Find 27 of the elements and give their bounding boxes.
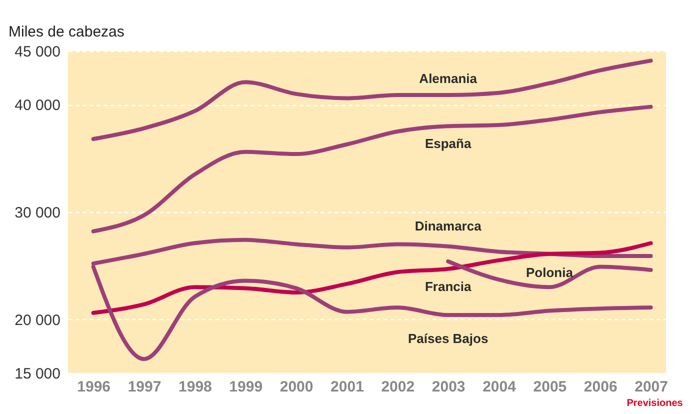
- x-tick-label: 2001: [330, 378, 364, 396]
- y-axis-title: Miles de cabezas: [8, 24, 124, 40]
- series-label: Francia: [424, 278, 472, 294]
- y-tick-label: 20 000: [14, 312, 60, 329]
- x-tick-label: 2002: [381, 378, 415, 396]
- line-series: [91, 104, 653, 234]
- x-tick-label: 2000: [280, 378, 314, 396]
- text: Previsiones: [626, 398, 684, 409]
- series-label: España: [424, 136, 472, 152]
- y-tick-label: 40 000: [14, 97, 60, 114]
- y-tick-label: 30 000: [14, 204, 60, 222]
- x-tick-label: 2003: [432, 378, 466, 396]
- line-series: [91, 241, 653, 315]
- series-label: Alemania: [419, 71, 478, 86]
- x-tick-label: 1997: [128, 378, 162, 396]
- x-tick-label: 1998: [178, 378, 212, 396]
- x-tick-label: 2007: [634, 378, 668, 396]
- x-tick-label: 2004: [482, 378, 517, 396]
- series-label: Dinamarca: [414, 218, 482, 234]
- x-tick-label: 1999: [229, 378, 263, 396]
- x-tick-label: 2006: [584, 378, 618, 396]
- x-tick-label: 1996: [77, 378, 111, 396]
- series-label: Polonia: [526, 265, 574, 280]
- series-label: Países Bajos: [408, 331, 488, 346]
- x-tick-label: 2005: [533, 378, 567, 396]
- y-tick-label: 45 000: [14, 44, 60, 60]
- y-tick-label: 15 000: [14, 366, 60, 382]
